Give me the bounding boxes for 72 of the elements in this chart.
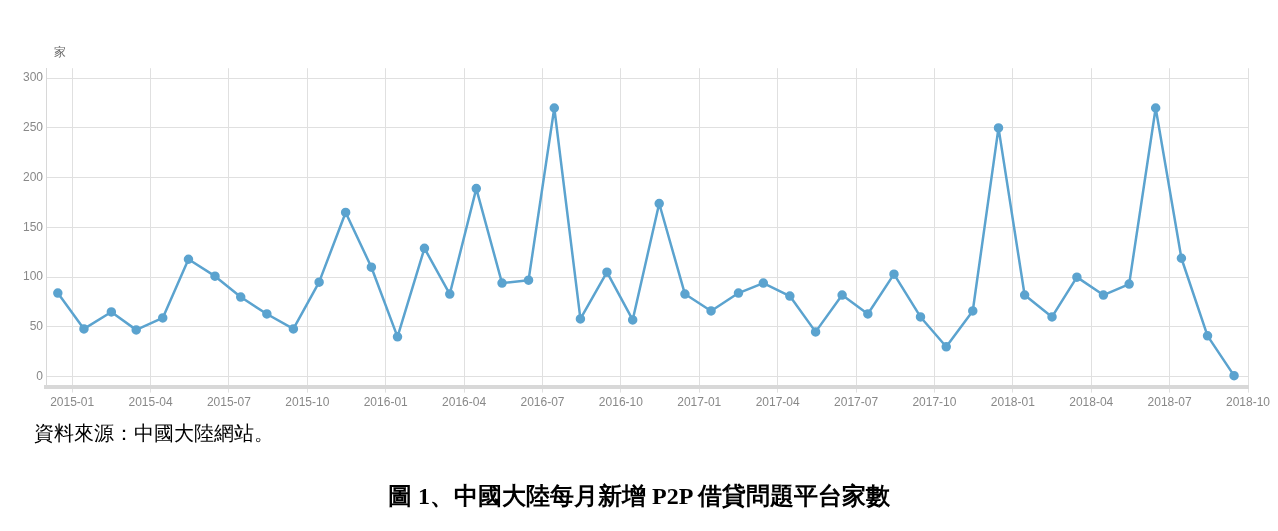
point [392,332,403,342]
point [79,324,89,334]
point [471,183,482,194]
point [706,306,716,316]
x-tick-label: 2017-04 [755,395,800,410]
point [262,309,272,319]
x-tick-label: 2018-07 [1147,395,1192,410]
point [968,306,978,316]
point [680,289,690,299]
point [1098,290,1109,300]
source-note: 資料來源：中國大陸網站。 [34,420,274,447]
x-tick-label: 2016-04 [442,395,487,410]
x-tick-label: 2015-04 [128,395,173,410]
x-tick-label: 2015-07 [206,395,252,410]
point [53,288,63,298]
point [1150,103,1161,113]
point [1072,272,1082,282]
y-axis-title: 家 [54,44,66,61]
point [183,254,194,264]
y-tick-label: 100 [22,269,44,284]
x-tick-label: 2016-10 [598,395,644,410]
x-tick-label: 2018-10 [1225,395,1271,410]
point [863,309,873,319]
point [131,325,141,335]
y-tick-label: 150 [22,219,44,234]
x-tick-label: 2015-01 [50,395,95,410]
point [445,289,455,299]
point [1229,370,1239,381]
point [314,277,324,287]
y-tick-label: 0 [36,368,44,383]
point [157,313,168,323]
point [941,342,951,352]
x-tick-label: 2018-01 [990,395,1036,410]
point [210,271,220,281]
x-tick-label: 2018-04 [1069,395,1114,410]
y-tick-label: 50 [29,319,44,334]
point [837,290,847,300]
x-tick-label: 2017-07 [834,395,879,410]
y-tick-label: 300 [22,70,44,85]
point [889,269,899,279]
x-tick-label: 2017-10 [912,395,957,410]
point [106,307,117,317]
point [654,198,664,209]
x-tick-label: 2015-10 [285,395,330,410]
point [1124,279,1134,289]
point [523,275,534,285]
point [419,243,430,254]
point [366,262,377,272]
point [785,291,795,301]
point [235,292,246,302]
point [733,288,744,298]
point [340,207,351,218]
x-tick-label: 2016-01 [363,395,409,410]
text: 圖 1、中國大陸每月新增 P2P 借貸問題平台家數 [387,482,891,511]
y-tick-label: 250 [22,120,44,135]
point [1202,331,1213,341]
point [288,324,299,334]
point [575,314,586,324]
x-tick-label: 2017-01 [677,395,722,410]
point [602,267,612,277]
point [627,315,638,325]
point [758,278,769,288]
point [1176,253,1187,263]
x-tick-label: 2016-07 [520,395,565,410]
point [810,327,821,337]
point [1019,290,1030,300]
point [497,278,507,288]
point [549,103,560,113]
point [993,123,1004,133]
point [915,312,926,322]
point [1047,312,1057,322]
y-tick-label: 200 [22,169,44,184]
